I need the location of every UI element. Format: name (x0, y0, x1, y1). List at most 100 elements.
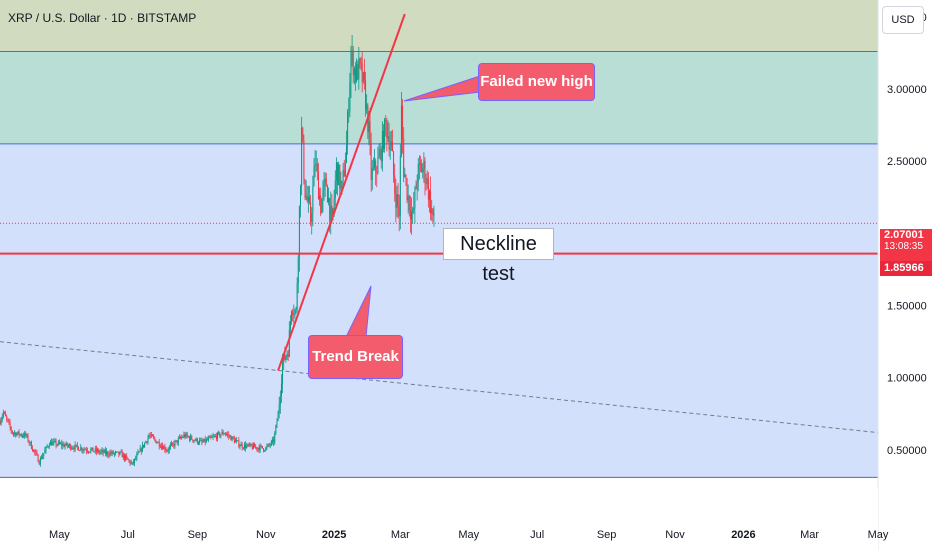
candle-body (284, 353, 286, 360)
candle-body (361, 63, 363, 82)
candle-body (219, 432, 221, 437)
candle-body (353, 68, 355, 76)
candle-body (178, 437, 180, 439)
candle-body (146, 441, 148, 443)
candle-body (153, 436, 155, 438)
candle-body (297, 256, 299, 284)
candle-body (80, 447, 82, 451)
candle-body (85, 449, 87, 451)
candle-body (69, 444, 71, 446)
time-tick-label: Sep (188, 529, 208, 541)
candle-body (113, 453, 115, 455)
candle-body (319, 195, 321, 200)
candle-body (390, 141, 392, 146)
candle-body (169, 445, 171, 447)
candle-body (182, 437, 184, 439)
candle-body (300, 186, 302, 206)
candle-body (334, 180, 336, 198)
candle-body (321, 199, 323, 214)
candle-body (249, 443, 251, 446)
time-tick-label: May (49, 529, 70, 541)
candle-body (140, 448, 142, 452)
candle-body (368, 121, 370, 133)
candle-body (90, 449, 92, 452)
time-tick-label: Nov (665, 529, 685, 541)
candle-body (197, 443, 199, 445)
candle-body (427, 178, 429, 200)
candle-body (256, 447, 258, 450)
candle-body (101, 450, 103, 452)
candle-body (258, 447, 260, 451)
candle-body (288, 329, 290, 357)
price-zone (0, 143, 878, 478)
candle-body (141, 444, 143, 452)
candle-body (210, 436, 212, 438)
currency-button[interactable]: USD (882, 6, 924, 34)
candle-body (222, 431, 224, 435)
current-price-tag: 2.07001 13:08:35 (880, 229, 932, 265)
candle-body (246, 445, 248, 449)
candle-body (12, 433, 14, 435)
candle-body (431, 208, 433, 214)
candle-body (241, 444, 243, 448)
trend-line (277, 13, 406, 371)
candle-body (171, 443, 173, 446)
candle-body (340, 181, 342, 189)
candle-body (119, 451, 121, 455)
candle-body (16, 433, 18, 436)
candle-body (349, 82, 351, 112)
bar-countdown: 13:08:35 (884, 241, 923, 252)
candle-body (99, 451, 101, 453)
candle-body (152, 434, 154, 437)
trend-break-callout[interactable]: Trend Break (308, 335, 403, 379)
candle-body (223, 433, 225, 435)
candle-body (238, 440, 240, 447)
candle-body (67, 445, 69, 447)
candle-body (227, 434, 229, 436)
candle-body (280, 383, 282, 397)
time-tick-label: Mar (800, 529, 819, 541)
candle-body (7, 418, 9, 421)
candle-body (339, 164, 341, 189)
time-tick-label: Jul (121, 529, 135, 541)
candle-body (208, 437, 210, 440)
candle-body (163, 446, 165, 450)
candle-body (5, 413, 7, 417)
candle-body (374, 160, 376, 167)
candle-body (128, 459, 130, 461)
candle-body (102, 450, 104, 453)
candle-body (395, 193, 397, 208)
candle-body (324, 178, 326, 183)
neckline-test-label[interactable]: Neckline test (443, 228, 554, 285)
candle-body (220, 434, 222, 437)
candle-body (195, 438, 197, 441)
candle-body (273, 439, 275, 443)
candle-body (62, 444, 64, 446)
candle-body (260, 445, 262, 447)
candle-body (106, 451, 108, 454)
candle-body (110, 452, 112, 454)
candle-body (317, 171, 319, 200)
failed-new-high-callout[interactable]: Failed new high (478, 63, 595, 101)
candle-body (224, 433, 226, 435)
candle-body (43, 453, 45, 456)
candle-body (137, 452, 139, 455)
candle-body (243, 444, 245, 449)
candle-body (125, 455, 127, 460)
candle-body (66, 442, 68, 447)
candle-body (134, 458, 136, 463)
candle-body (192, 439, 194, 442)
candle-body (155, 439, 157, 444)
candle-body (212, 436, 214, 438)
candle-body (267, 444, 269, 447)
candle-body (371, 168, 373, 180)
candle-body (335, 162, 337, 181)
candle-body (360, 58, 362, 64)
candle-body (83, 449, 85, 451)
candle-body (58, 441, 60, 444)
candle-body (247, 444, 249, 446)
candle-body (150, 434, 152, 436)
candle-body (414, 188, 416, 208)
